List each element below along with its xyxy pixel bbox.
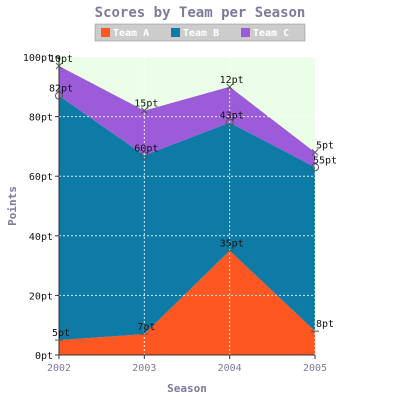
x-tick-label-2005: 2005	[303, 363, 327, 374]
data-label-team-c-2002: 10pt	[49, 54, 73, 65]
marker-team-b-2004	[225, 118, 234, 127]
data-label-team-c-2003: 15pt	[134, 99, 158, 110]
y-tick-label-0: 0pt	[35, 351, 53, 362]
marker-team-b-2002	[55, 91, 63, 100]
y-axis-title: Points	[6, 186, 19, 226]
data-label-team-b-2003: 60pt	[134, 143, 158, 154]
data-label-team-a-2002: 5pt	[52, 328, 70, 339]
marker-team-c-2003	[140, 107, 148, 114]
x-tick-label-2002: 2002	[47, 363, 71, 374]
y-tick-label-100: 100pt	[23, 53, 53, 64]
legend-swatch-team-c	[241, 28, 250, 37]
marker-team-c-2002	[55, 62, 63, 70]
legend-swatch-team-a	[101, 28, 110, 37]
data-label-team-a-2003: 7pt	[137, 322, 155, 333]
legend-label-team-c: Team C	[253, 28, 289, 39]
data-label-team-a-2004: 35pt	[220, 239, 244, 250]
legend-label-team-b: Team B	[183, 28, 219, 39]
marker-team-b-2003	[140, 151, 149, 160]
marker-team-c-2004	[226, 83, 234, 91]
data-label-team-b-2005: 55pt	[313, 155, 337, 166]
data-label-team-a-2005: 8pt	[316, 319, 334, 330]
x-axis-title: Season	[167, 382, 207, 395]
area-team-a	[59, 250, 315, 355]
x-tick-label-2003: 2003	[132, 363, 156, 374]
x-tick-label-2004: 2004	[218, 363, 242, 374]
legend-swatch-team-b	[171, 28, 180, 37]
y-tick-label-20: 20pt	[29, 291, 53, 302]
data-label-team-b-2004: 43pt	[220, 111, 244, 122]
y-tick-label-80: 80pt	[29, 113, 53, 124]
data-label-team-b-2002: 82pt	[49, 84, 73, 95]
area-team-b	[59, 95, 315, 341]
y-tick-label-60: 60pt	[29, 172, 53, 183]
data-label-team-c-2004: 12pt	[220, 75, 244, 86]
marker-team-c-2005	[311, 149, 319, 156]
data-label-team-c-2005: 5pt	[316, 140, 334, 151]
legend-label-team-a: Team A	[113, 28, 149, 39]
y-tick-label-40: 40pt	[29, 232, 53, 243]
marker-team-b-2005	[311, 163, 319, 172]
legend-box	[94, 23, 306, 42]
chart-title: Scores by Team per Season	[95, 5, 306, 21]
